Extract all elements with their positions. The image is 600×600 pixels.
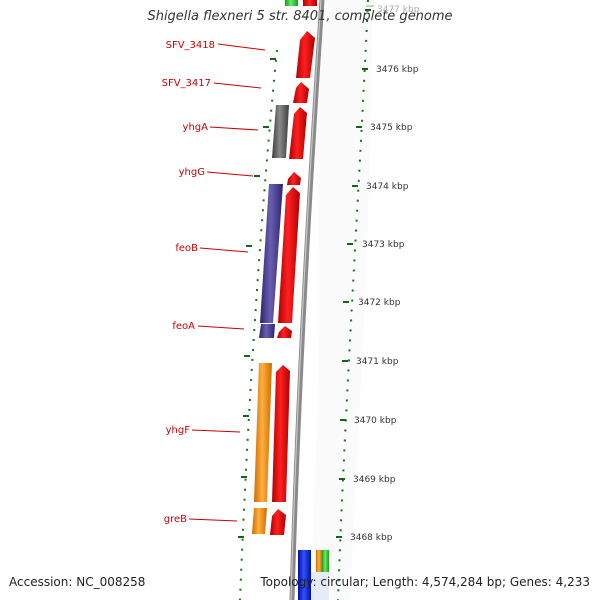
tick-label-3477: 3477 kbp [377,5,420,15]
tick-label-3473: 3473 kbp [362,240,405,250]
gene-block-orange-lower [252,508,267,534]
topology-label: Topology: circular; Length: 4,574,284 bp… [260,575,590,589]
genome-title: Shigella flexneri 5 str. 8401, complete … [147,9,453,24]
gene-arrow-feob [278,187,300,323]
gene-block-green-bottom [322,550,329,572]
gene-label-yhgf[interactable]: yhgF [166,425,191,436]
gene-label-yhgg[interactable]: yhgG [179,167,205,178]
gene-label-sfv3418[interactable]: SFV_3418 [166,40,215,51]
gene-block-orange [254,363,272,502]
genome-backbone-highlight [290,0,322,600]
tick-label-3470: 3470 kbp [354,416,397,426]
forward-strand-genes [270,0,317,535]
gene-arrow-sfv3418 [296,31,315,78]
genome-backbone [289,0,325,600]
accession-label: Accession: NC_008258 [9,575,146,589]
inner-ring-ticks [238,58,276,538]
label-leader-lines [188,43,266,522]
tick-label-3476: 3476 kbp [376,65,419,75]
tick-label-3469: 3469 kbp [353,475,396,485]
gene-arrow-greb [270,509,286,535]
gene-block-pale-bottom [311,572,329,600]
gene-label-greb[interactable]: greB [164,514,187,525]
other-genes [252,105,329,600]
gene-block-purple-lower [259,324,275,338]
gene-block-blue [298,550,311,600]
gene-arrow-yhga [289,107,307,159]
gene-label-yhga[interactable]: yhgA [183,122,209,133]
outer-ring-ticks [336,9,371,538]
tick-label-3468: 3468 kbp [350,533,393,543]
gene-block-purple [260,184,283,323]
gene-block-gray [272,105,289,158]
gene-block-orange-bottom [316,550,322,572]
tick-label-3475: 3475 kbp [370,123,413,133]
outer-ring-band [300,0,372,600]
gene-label-feoa[interactable]: feoA [172,321,195,332]
tick-label-3474: 3474 kbp [366,182,409,192]
tick-label-3471: 3471 kbp [356,357,399,367]
gene-arrow-feoa [277,326,292,338]
tick-label-3472: 3472 kbp [358,298,401,308]
gene-arrow-sfv3417 [293,82,309,103]
gene-arrow-yhgf [272,365,290,502]
gene-label-sfv3417[interactable]: SFV_3417 [162,78,211,89]
gene-label-feob[interactable]: feoB [175,243,198,254]
gene-arrow-yhgg [287,172,301,185]
